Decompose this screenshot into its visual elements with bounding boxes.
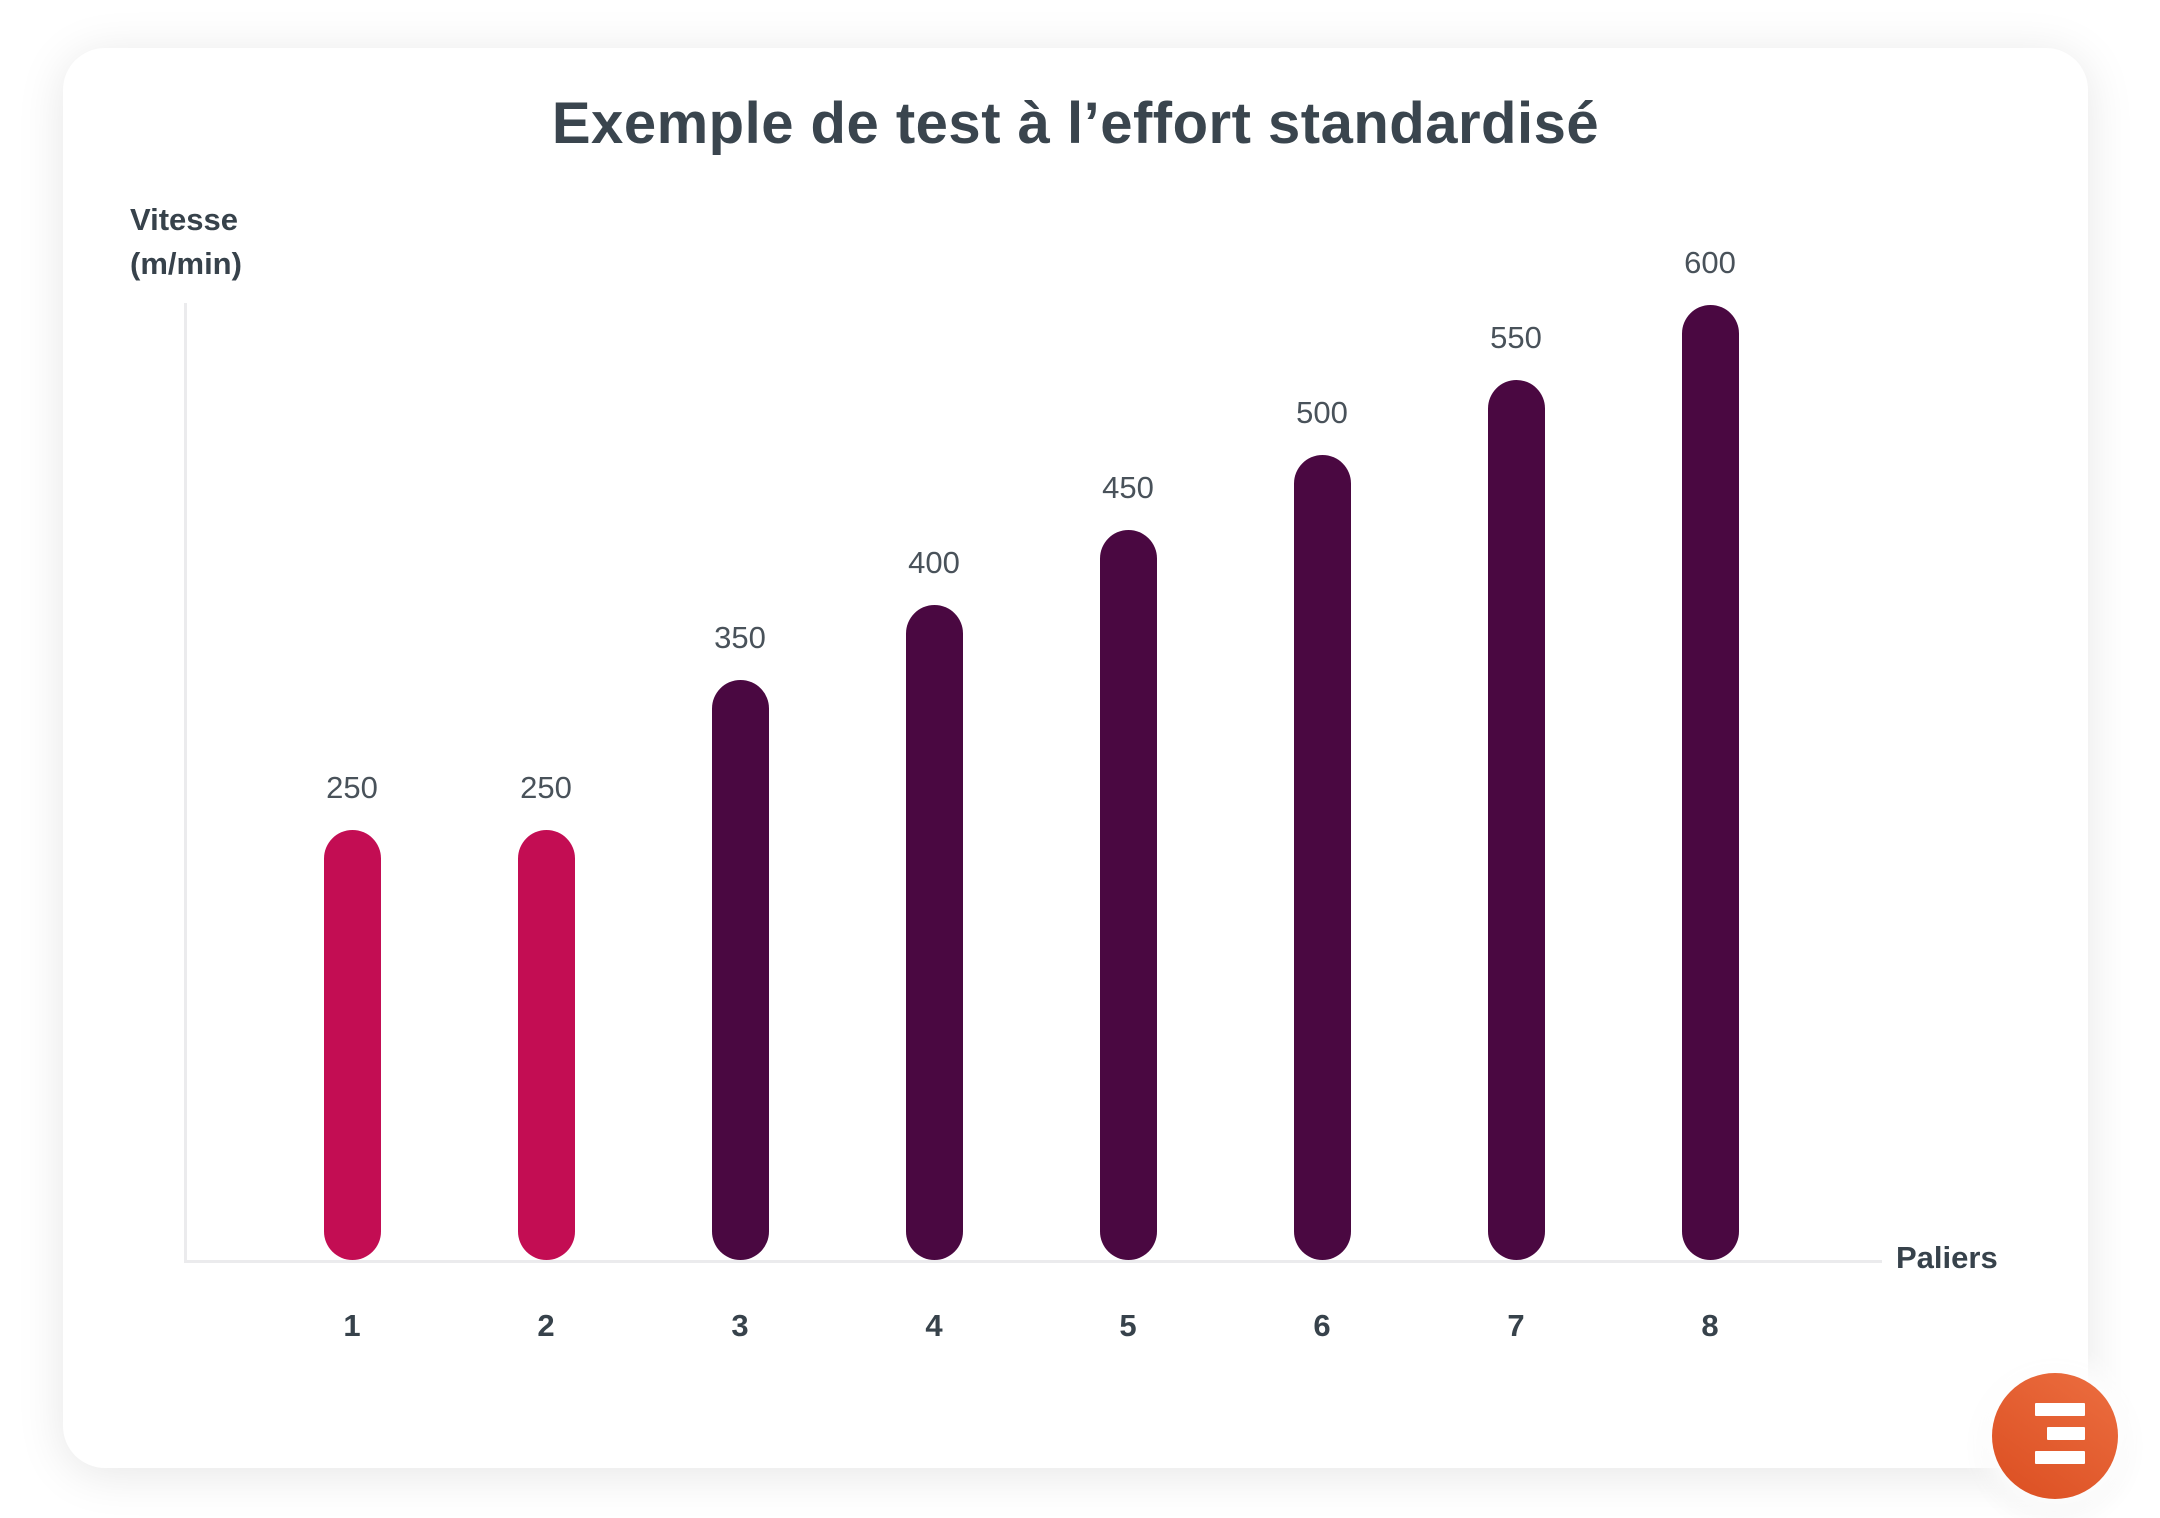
y-axis-label-line2: (m/min) (130, 246, 242, 281)
x-tick-label: 7 (1507, 1308, 1525, 1343)
bar-palier-5 (1099, 530, 1157, 1260)
bar-palier-4 (905, 605, 963, 1260)
x-tick-label: 8 (1701, 1308, 1719, 1343)
x-tick-label: 3 (731, 1308, 749, 1343)
x-axis (184, 1260, 1882, 1263)
x-tick-label: 6 (1313, 1308, 1331, 1343)
x-tick-label: 4 (925, 1308, 943, 1343)
y-axis-label-line1: Vitesse (130, 202, 239, 237)
chart-card (63, 48, 2088, 1468)
y-axis (184, 303, 187, 1263)
bar-value-label: 550 (1490, 320, 1542, 355)
x-tick-label: 2 (537, 1308, 555, 1343)
bar-value-label: 350 (714, 620, 766, 655)
bar-value-label: 250 (520, 770, 572, 805)
bar-value-label: 250 (326, 770, 378, 805)
x-tick-label: 1 (343, 1308, 361, 1343)
bar-palier-2 (517, 830, 575, 1260)
bar-palier-3 (711, 680, 769, 1260)
logo-bar-middle (2047, 1427, 2085, 1440)
bar-palier-1 (323, 830, 381, 1260)
bar-palier-7 (1487, 380, 1545, 1260)
logo-bar-top (2035, 1403, 2085, 1416)
bar-value-label: 500 (1296, 395, 1348, 430)
logo-bar-bottom (2035, 1451, 2085, 1464)
three-bars-icon (2035, 1403, 2085, 1464)
chart-title: Exemple de test à l’effort standardisé (551, 91, 1600, 156)
bar-value-label: 400 (908, 545, 960, 580)
x-tick-label: 5 (1119, 1308, 1137, 1343)
bar-value-label: 450 (1102, 470, 1154, 505)
bar-palier-6 (1293, 455, 1351, 1260)
brand-logo (1992, 1373, 2118, 1499)
y-axis-label: Vitesse (m/min) (130, 198, 242, 286)
bar-value-label: 600 (1684, 245, 1736, 280)
x-axis-label: Paliers (1896, 1240, 1998, 1275)
bar-palier-8 (1681, 305, 1739, 1260)
